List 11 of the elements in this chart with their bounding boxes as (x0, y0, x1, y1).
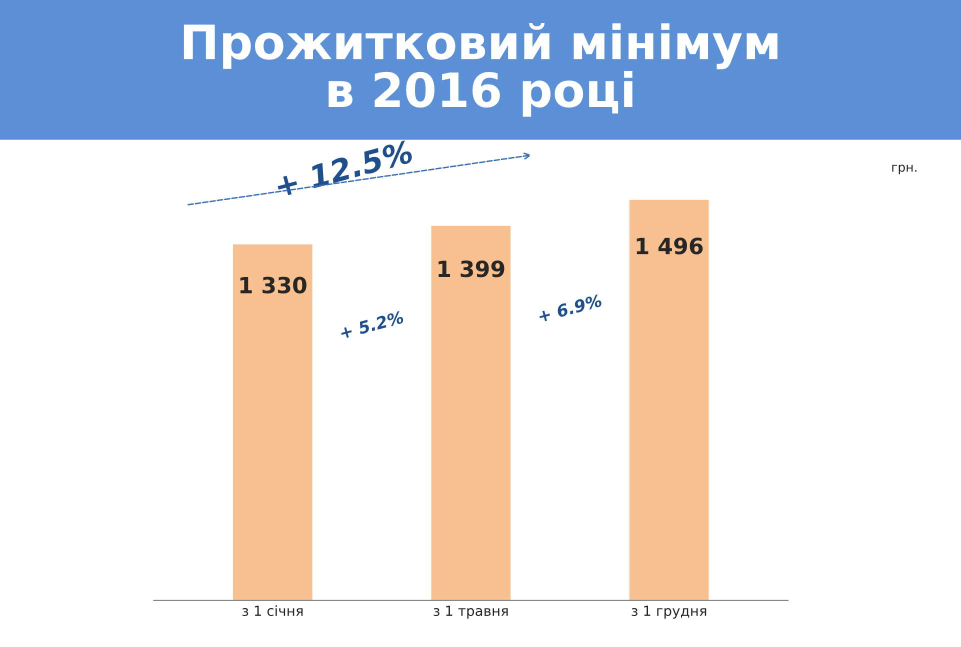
text: грн. (892, 164, 916, 174)
x-tick-label: з 1 січня (242, 605, 303, 616)
data-label: 1 330 (240, 276, 306, 294)
data-label: 1 496 (636, 238, 703, 254)
chart-title: Прожитковий мінімум в 2016 році (184, 22, 778, 117)
annotation: + 6.9% (538, 294, 602, 323)
x-tick-label: з 1 грудня (632, 606, 706, 619)
annotation: + 5.2% (340, 310, 404, 340)
text: + 12.5% (274, 140, 414, 198)
x-tick-label: з 1 травня (434, 606, 508, 619)
data-label: 1 399 (438, 260, 504, 278)
